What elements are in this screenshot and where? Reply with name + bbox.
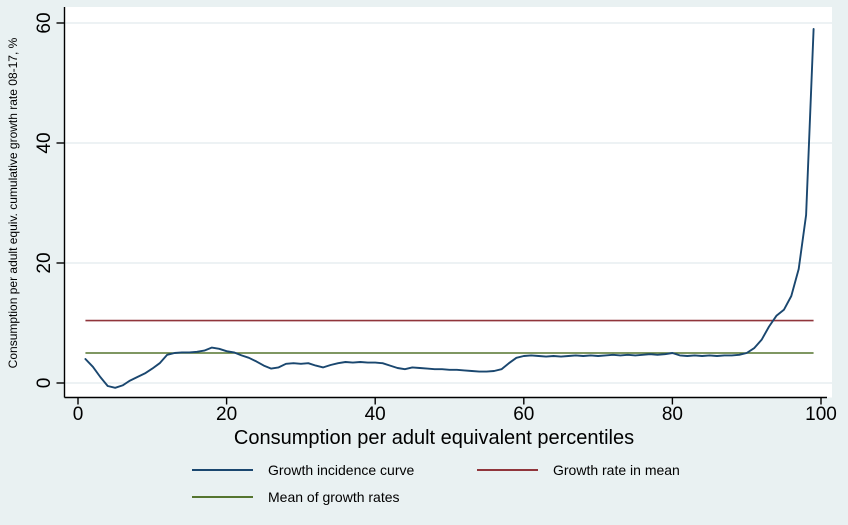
y-tick-label-60: 60 [34,12,55,34]
x-tick-label-60: 60 [513,404,535,425]
legend-label: Growth incidence curve [268,462,415,478]
x-tick-label-80: 80 [661,404,683,425]
x-tick-label-100: 100 [805,404,837,425]
legend-item-growth-rate-in-mean: Growth rate in mean [477,462,680,478]
mean-of-growth-rates-line-swatch [192,496,253,498]
legend-item-growth-incidence-curve: Growth incidence curve [192,462,414,478]
plot-area [64,7,832,398]
legend-label: Mean of growth rates [268,489,400,505]
y-tick-label-20: 20 [34,252,55,274]
x-tick-label-0: 0 [72,404,84,425]
series-line-growth-incidence-curve [84,28,815,389]
legend-label: Growth rate in mean [553,462,680,478]
growth-rate-in-mean-line-swatch [477,469,538,471]
growth-incidence-curve-line-swatch [192,469,253,471]
y-axis-title: Consumption per adult equiv. cumulative … [6,37,20,369]
x-tick-label-40: 40 [364,404,386,425]
legend-item-mean-of-growth-rates: Mean of growth rates [192,489,400,505]
x-tick-label-20: 20 [216,404,238,425]
y-tick-label-0: 0 [34,377,55,389]
y-tick-label-40: 40 [34,132,55,154]
x-axis-title: Consumption per adult equivalent percent… [233,427,635,449]
